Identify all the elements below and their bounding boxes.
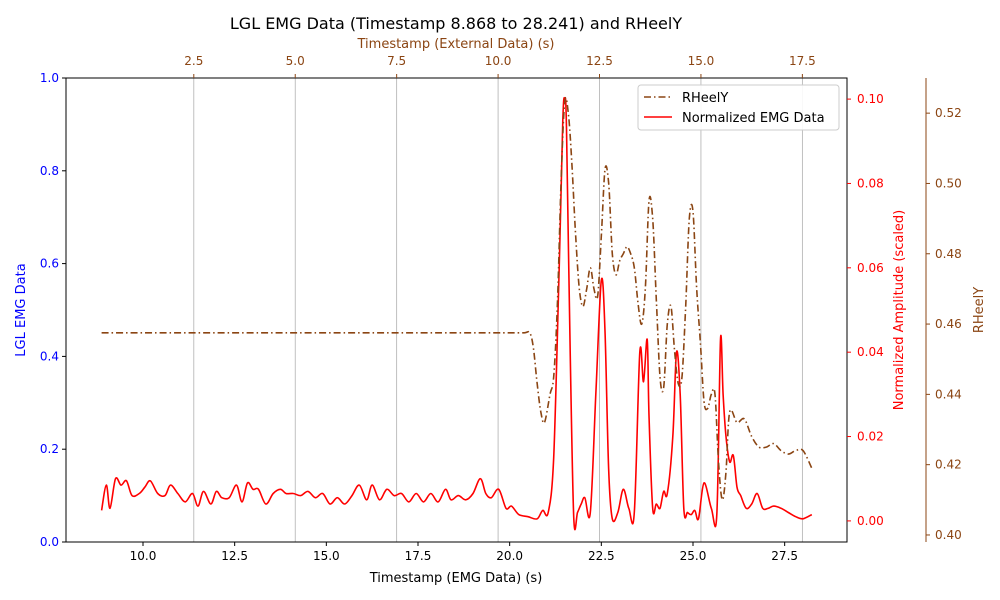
y-right-1-tick-label-0: 0.00 <box>857 514 884 528</box>
x-top-tick-label-6: 17.5 <box>789 54 816 68</box>
x-bottom-tick-label-1: 12.5 <box>221 549 248 563</box>
series-line-emg <box>100 96 813 531</box>
y-left-tick-label-0: 0.0 <box>40 535 59 549</box>
y-right-1-tick-label-4: 0.08 <box>857 176 884 190</box>
y-left-tick-label-3: 0.6 <box>40 257 59 271</box>
y-right-2-tick-label-1: 0.42 <box>935 458 962 472</box>
y-right-2-tick-label-2: 0.44 <box>935 387 962 401</box>
y-left-tick-label-4: 0.8 <box>40 164 59 178</box>
y-left-tick-label-1: 0.2 <box>40 442 59 456</box>
x-bottom-tick-label-4: 20.0 <box>496 549 523 563</box>
legend-label-rheely: RHeelY <box>682 91 728 106</box>
y-left-axis-label: LGL EMG Data <box>14 263 29 356</box>
y-left-tick-label-5: 1.0 <box>40 71 59 85</box>
x-top-tick-label-1: 5.0 <box>286 54 305 68</box>
x-bottom-axis-label: Timestamp (EMG Data) (s) <box>369 571 543 586</box>
x-top-tick-label-2: 7.5 <box>387 54 406 68</box>
x-top-tick-label-4: 12.5 <box>586 54 613 68</box>
x-bottom-tick-label-0: 10.0 <box>130 549 157 563</box>
x-bottom-tick-label-3: 17.5 <box>405 549 432 563</box>
x-bottom-tick-label-7: 27.5 <box>771 549 798 563</box>
y-right-2-tick-label-6: 0.52 <box>935 106 962 120</box>
y-right-2-axis-label: RHeelY <box>972 287 987 333</box>
x-bottom-tick-label-6: 25.0 <box>680 549 707 563</box>
y-right-2-tick-label-4: 0.48 <box>935 247 962 261</box>
x-top-tick-label-0: 2.5 <box>184 54 203 68</box>
y-right-1-axis-label: Normalized Amplitude (scaled) <box>892 210 907 411</box>
x-bottom-tick-label-2: 15.0 <box>313 549 340 563</box>
x-top-tick-label-3: 10.0 <box>485 54 512 68</box>
y-right-2-tick-label-0: 0.40 <box>935 528 962 542</box>
plot-frame <box>65 77 848 543</box>
emg-series-layer <box>100 96 813 531</box>
legend-label-emg: Normalized EMG Data <box>682 111 825 126</box>
y-right-2-tick-label-5: 0.50 <box>935 176 962 190</box>
x-top-tick-label-5: 15.0 <box>688 54 715 68</box>
chart-title: LGL EMG Data (Timestamp 8.868 to 28.241)… <box>230 14 682 33</box>
x-bottom-tick-label-5: 22.5 <box>588 549 615 563</box>
legend-box <box>637 84 840 131</box>
axes-layer: 10.0 12.5 15.0 17.5 20.0 22.5 25.0 27.5 2.5 5.0 7.… <box>40 54 962 563</box>
y-right-1-tick-label-5: 0.10 <box>857 92 884 106</box>
x-top-axis-label: Timestamp (External Data) (s) <box>357 37 555 52</box>
legend: RHeelY Normalized EMG Data <box>637 84 840 131</box>
y-right-1-tick-label-3: 0.06 <box>857 261 884 275</box>
y-left-tick-label-2: 0.4 <box>40 349 59 363</box>
y-right-1-tick-label-1: 0.02 <box>857 430 884 444</box>
y-right-2-tick-label-3: 0.46 <box>935 317 962 331</box>
y-right-1-tick-label-2: 0.04 <box>857 345 884 359</box>
